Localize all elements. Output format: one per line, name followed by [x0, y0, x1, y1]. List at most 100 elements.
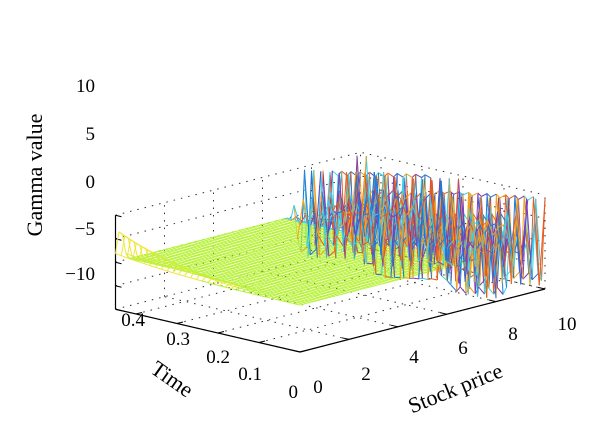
surface-mesh-line — [233, 256, 240, 259]
surface-mesh-line — [153, 251, 160, 255]
surface-mesh-line — [188, 268, 195, 271]
surface-mesh-line — [287, 231, 294, 234]
surface-mesh-line — [335, 287, 342, 290]
surface-mesh-line — [252, 288, 259, 291]
surface-mesh-line — [311, 298, 318, 301]
surface-mesh-line — [270, 266, 277, 270]
surface-mesh-line — [447, 239, 455, 247]
surface-mesh-line — [271, 249, 278, 253]
surface-mesh-line — [285, 260, 292, 263]
surface-mesh-line — [359, 272, 366, 275]
surface-mesh-line — [367, 284, 374, 287]
surface-mesh-line — [299, 282, 306, 285]
surface-mesh-line — [307, 294, 314, 297]
surface-mesh-line — [458, 178, 465, 263]
surface-mesh-line — [188, 251, 195, 254]
surface-mesh-line — [301, 275, 308, 279]
surface-mesh-line — [302, 298, 309, 301]
surface-mesh-line — [262, 293, 270, 297]
surface-mesh-line — [374, 282, 381, 285]
surface-mesh-line — [213, 267, 220, 270]
surface-mesh-line — [405, 192, 412, 200]
surface-mesh-line — [247, 230, 254, 233]
surface-mesh-line — [337, 263, 344, 266]
surface-mesh-line — [279, 284, 286, 287]
surface-mesh-line — [376, 262, 383, 265]
surface-mesh-line — [259, 286, 266, 289]
surface-mesh-line — [253, 271, 260, 274]
surface-mesh-line — [286, 291, 293, 294]
surface-mesh-line — [394, 177, 402, 261]
surface-mesh-line — [277, 282, 284, 285]
surface-mesh-line — [253, 245, 260, 249]
surface-mesh-line — [168, 262, 175, 265]
surface-mesh-line — [127, 238, 133, 256]
surface-mesh-line — [523, 195, 531, 285]
surface-mesh-line — [251, 290, 258, 294]
surface-mesh-line — [157, 259, 164, 262]
surface-mesh-line — [276, 220, 283, 223]
surface-mesh-line — [286, 243, 293, 246]
surface-mesh-line — [190, 253, 197, 256]
surface-mesh-line — [167, 265, 174, 268]
surface-mesh-line — [260, 283, 267, 286]
surface-mesh-line — [450, 284, 458, 292]
surface-mesh-line — [272, 286, 279, 289]
surface-mesh-line — [254, 259, 261, 263]
surface-mesh-line — [349, 283, 356, 286]
surface-mesh-line — [379, 191, 387, 230]
surface-mesh-line — [272, 221, 279, 224]
surface-mesh-line — [195, 249, 202, 252]
surface-mesh-line — [223, 242, 230, 245]
surface-mesh-line — [175, 251, 182, 255]
surface-mesh-line — [321, 282, 328, 285]
surface-mesh-line — [185, 252, 192, 255]
surface-mesh-line — [251, 252, 258, 255]
surface-mesh-line — [223, 250, 230, 254]
surface-mesh-line — [297, 271, 304, 274]
surface-mesh-line — [283, 218, 290, 221]
surface-mesh-line — [268, 287, 276, 290]
surface-mesh-line — [207, 282, 214, 285]
surface-mesh-line — [301, 253, 308, 256]
surface-mesh-line — [132, 257, 139, 260]
surface-mesh-line — [412, 267, 419, 270]
surface-mesh-line — [364, 268, 371, 271]
surface-mesh-line — [527, 196, 534, 201]
surface-mesh-line — [383, 172, 390, 231]
surface-mesh-line — [132, 259, 139, 263]
surface-mesh-line — [211, 278, 218, 282]
surface-mesh-line — [357, 261, 364, 264]
surface-mesh-line — [314, 292, 321, 295]
surface-mesh-line — [143, 258, 150, 262]
surface-mesh-line — [287, 279, 294, 282]
x-tick-label: 0 — [313, 377, 323, 398]
surface-mesh-line — [293, 249, 300, 253]
surface-mesh-line — [444, 190, 451, 195]
surface-mesh-line — [364, 285, 371, 288]
surface-mesh-line — [381, 280, 388, 283]
y-tick-label: 0.4 — [121, 310, 145, 331]
surface-mesh-line — [152, 255, 159, 258]
surface-mesh-line — [314, 258, 321, 261]
surface-mesh-line — [265, 257, 272, 260]
surface-mesh-line — [228, 246, 235, 250]
surface-mesh-line — [250, 246, 257, 250]
surface-mesh-line — [247, 261, 254, 264]
surface-mesh-line — [254, 268, 261, 271]
surface-mesh-line — [366, 278, 373, 282]
surface-mesh-line — [176, 265, 183, 268]
surface-mesh-line — [339, 291, 346, 294]
surface-mesh-line — [268, 295, 275, 298]
surface-mesh-line — [213, 280, 218, 285]
surface-mesh-line — [252, 240, 259, 243]
surface-mesh-line — [307, 277, 314, 280]
surface-mesh-line — [255, 265, 262, 268]
surface-mesh-line — [327, 283, 334, 286]
surface-mesh-line — [318, 249, 325, 252]
surface-mesh-line — [346, 258, 353, 262]
surface-mesh-line — [320, 259, 327, 262]
surface-mesh-line — [158, 256, 165, 259]
surface-mesh-line — [314, 266, 321, 270]
surface-mesh-line — [276, 242, 284, 246]
